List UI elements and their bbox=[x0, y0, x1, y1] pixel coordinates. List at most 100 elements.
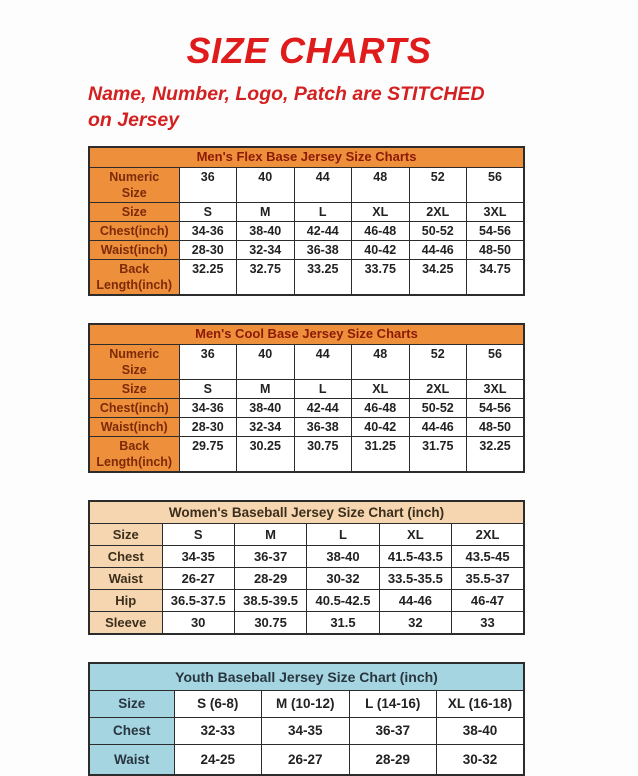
size-value-cell: 30-32 bbox=[306, 566, 380, 590]
size-value-cell: 38.5-39.5 bbox=[233, 588, 308, 612]
size-value-cell: 38-40 bbox=[436, 716, 525, 745]
size-value-cell: 24-25 bbox=[173, 743, 262, 776]
row-label-cell: Waist bbox=[88, 743, 175, 776]
size-value-cell: M bbox=[236, 378, 295, 399]
size-value-cell: 30.75 bbox=[293, 435, 352, 473]
size-value-cell: 40-42 bbox=[351, 240, 410, 261]
size-value-cell: S bbox=[161, 522, 235, 546]
table-row: Waist 26-27 28-29 30-32 33.5-35.5 35.5-37 bbox=[88, 566, 525, 590]
size-value-cell: L bbox=[293, 378, 352, 399]
size-value-cell: 31.75 bbox=[408, 435, 467, 473]
size-value-cell: 29.75 bbox=[178, 435, 237, 473]
size-value-cell: 44 bbox=[293, 167, 352, 204]
row-label-cell: Back Length(inch) bbox=[88, 259, 180, 296]
size-value-cell: 34.25 bbox=[408, 259, 467, 296]
size-value-cell: 31.25 bbox=[351, 435, 410, 473]
size-value-cell: 33.25 bbox=[293, 259, 352, 296]
size-value-cell: M bbox=[236, 202, 295, 223]
table-row: Size S M L XL 2XL 3XL bbox=[88, 202, 525, 223]
page-title: SIZE CHARTS bbox=[186, 30, 432, 71]
size-value-cell: 3XL bbox=[466, 378, 525, 399]
size-value-cell: 36-38 bbox=[293, 416, 352, 437]
size-value-cell: 38-40 bbox=[306, 544, 380, 568]
row-label-cell: Chest bbox=[88, 716, 175, 745]
size-value-cell: 46-48 bbox=[351, 221, 410, 242]
size-value-cell: 30 bbox=[161, 610, 235, 635]
row-label-cell: Size bbox=[88, 378, 180, 399]
size-value-cell: 54-56 bbox=[466, 221, 525, 242]
size-value-cell: 56 bbox=[466, 167, 525, 204]
size-value-cell: 50-52 bbox=[408, 221, 467, 242]
table-row: Waist(inch) 28-30 32-34 36-38 40-42 44-46 48-5… bbox=[88, 240, 525, 261]
size-value-cell: 40-42 bbox=[351, 416, 410, 437]
size-value-cell: 32 bbox=[378, 610, 453, 635]
table-title: Women's Baseball Jersey Size Chart (inch… bbox=[88, 500, 525, 524]
size-value-cell: 32-33 bbox=[173, 716, 262, 745]
size-value-cell: 42-44 bbox=[293, 221, 352, 242]
row-label-cell: Chest(inch) bbox=[88, 221, 180, 242]
row-label-cell: Numeric Size bbox=[88, 167, 180, 204]
row-label-cell: Hip bbox=[88, 588, 163, 612]
size-value-cell: 54-56 bbox=[466, 397, 525, 418]
size-value-cell: 26-27 bbox=[261, 743, 350, 776]
size-value-cell: 48 bbox=[351, 167, 410, 204]
table-row: Waist 24-25 26-27 28-29 30-32 bbox=[88, 743, 525, 776]
size-value-cell: 28-30 bbox=[178, 416, 237, 437]
size-table-mens-flex-base: Men's Flex Base Jersey Size Charts Numeri… bbox=[88, 146, 525, 297]
size-value-cell: 30.75 bbox=[233, 610, 308, 635]
size-value-cell: 2XL bbox=[408, 378, 467, 399]
size-value-cell: 34-35 bbox=[261, 716, 350, 745]
size-value-cell: 36 bbox=[178, 343, 237, 380]
size-value-cell: M bbox=[233, 522, 308, 546]
size-value-cell: 52 bbox=[408, 343, 467, 380]
row-label-cell: Chest bbox=[88, 544, 163, 568]
size-value-cell: S bbox=[178, 202, 237, 223]
size-value-cell: 28-30 bbox=[178, 240, 237, 261]
table-title: Men's Flex Base Jersey Size Charts bbox=[88, 146, 525, 169]
table-row: Size S (6-8) M (10-12) L (14-16) XL (16-18) bbox=[88, 689, 525, 718]
size-tables-container: Men's Flex Base Jersey Size Charts Numeri… bbox=[0, 146, 638, 776]
size-value-cell: 2XL bbox=[451, 522, 525, 546]
table-row: Chest 32-33 34-35 36-37 38-40 bbox=[88, 716, 525, 745]
size-value-cell: 36-38 bbox=[293, 240, 352, 261]
size-value-cell: 38-40 bbox=[236, 397, 295, 418]
table-title-row: Men's Cool Base Jersey Size Charts bbox=[88, 323, 525, 345]
table-row: Chest 34-35 36-37 38-40 41.5-43.5 43.5-45 bbox=[88, 544, 525, 568]
table-title-row: Men's Flex Base Jersey Size Charts bbox=[88, 146, 525, 169]
size-value-cell: 46-48 bbox=[351, 397, 410, 418]
size-value-cell: 30-32 bbox=[436, 743, 525, 776]
size-value-cell: 26-27 bbox=[161, 566, 235, 590]
size-value-cell: 44 bbox=[293, 343, 352, 380]
size-table-mens-cool-base: Men's Cool Base Jersey Size Charts Numeri… bbox=[88, 323, 525, 473]
row-label-cell: Size bbox=[88, 689, 175, 718]
table-title-row: Youth Baseball Jersey Size Chart (inch) bbox=[88, 662, 525, 691]
table-row: Sleeve 30 30.75 31.5 32 33 bbox=[88, 610, 525, 635]
row-label-cell: Waist(inch) bbox=[88, 416, 180, 437]
size-value-cell: 52 bbox=[408, 167, 467, 204]
size-value-cell: S bbox=[178, 378, 237, 399]
table-row: Waist(inch) 28-30 32-34 36-38 40-42 44-46 48-5… bbox=[88, 416, 525, 437]
row-label-cell: Chest(inch) bbox=[88, 397, 180, 418]
page-subtitle: Name, Number, Logo, Patch are STITCHED o… bbox=[88, 83, 485, 131]
table-title-row: Women's Baseball Jersey Size Chart (inch… bbox=[88, 500, 525, 524]
size-value-cell: 41.5-43.5 bbox=[378, 544, 453, 568]
size-value-cell: 31.5 bbox=[306, 610, 380, 635]
size-value-cell: L (14-16) bbox=[348, 689, 437, 718]
size-value-cell: 38-40 bbox=[236, 221, 295, 242]
size-value-cell: S (6-8) bbox=[173, 689, 262, 718]
size-value-cell: 40.5-42.5 bbox=[306, 588, 380, 612]
size-value-cell: 48 bbox=[351, 343, 410, 380]
size-value-cell: 34-36 bbox=[178, 221, 237, 242]
size-value-cell: 30.25 bbox=[236, 435, 295, 473]
row-label-cell: Size bbox=[88, 202, 180, 223]
size-value-cell: 36-37 bbox=[233, 544, 308, 568]
size-value-cell: L bbox=[306, 522, 380, 546]
table-row: Back Length(inch) 29.75 30.25 30.75 31.25 31.… bbox=[88, 435, 525, 473]
size-table-womens-baseball: Women's Baseball Jersey Size Chart (inch… bbox=[88, 499, 525, 635]
table-row: Back Length(inch) 32.25 32.75 33.25 33.75 34.… bbox=[88, 259, 525, 296]
size-value-cell: 48-50 bbox=[466, 240, 525, 261]
size-value-cell: 34.75 bbox=[466, 259, 525, 296]
row-label-cell: Waist(inch) bbox=[88, 240, 180, 261]
table-title: Men's Cool Base Jersey Size Charts bbox=[88, 323, 525, 345]
